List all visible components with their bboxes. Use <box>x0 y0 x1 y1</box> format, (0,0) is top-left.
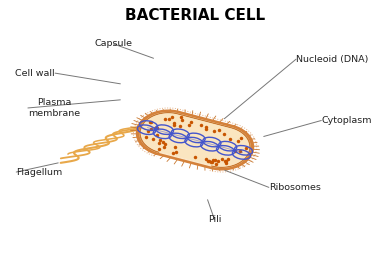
Text: Cytoplasm: Cytoplasm <box>321 116 372 125</box>
Text: Cell wall: Cell wall <box>16 69 55 78</box>
Text: Plasma
membrane: Plasma membrane <box>28 98 80 118</box>
Text: Ribosomes: Ribosomes <box>269 183 321 192</box>
Polygon shape <box>142 114 248 166</box>
Text: Capsule: Capsule <box>94 39 132 48</box>
Text: Flagellum: Flagellum <box>16 167 62 177</box>
Text: Nucleoid (DNA): Nucleoid (DNA) <box>296 55 369 64</box>
Polygon shape <box>136 110 254 170</box>
Text: BACTERIAL CELL: BACTERIAL CELL <box>125 8 265 23</box>
Polygon shape <box>140 113 250 167</box>
Text: Pili: Pili <box>208 215 221 224</box>
